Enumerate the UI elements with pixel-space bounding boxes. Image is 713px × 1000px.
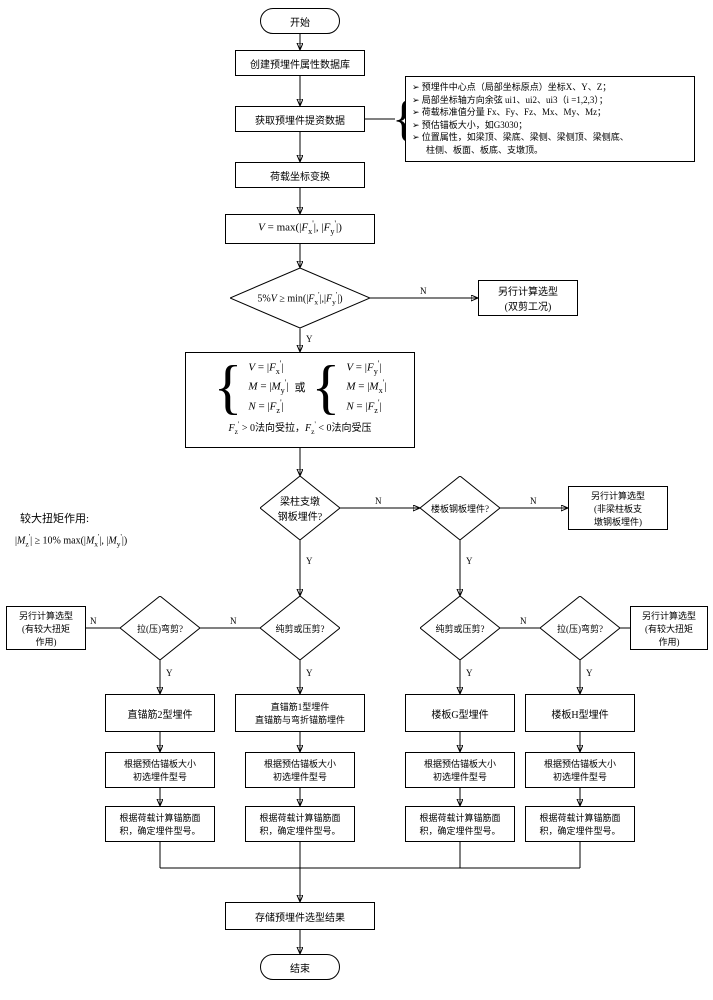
type-1: 直锚筋1型埋件 直锚筋与弯折锚筋埋件 — [235, 694, 365, 732]
decision-d3d: 拉(压)弯剪? — [540, 596, 620, 660]
presel-d: 根据预估锚板大小 初选埋件型号 — [525, 752, 635, 788]
step-create-db: 创建预埋件属性数据库 — [235, 50, 365, 76]
formula-vmax: V = max(|Fx'|, |Fy'|) — [225, 214, 375, 244]
decision-d3c: 纯剪或压剪? — [420, 596, 500, 660]
torque-title: 较大扭矩作用: — [20, 510, 89, 526]
alt-torque-left: 另行计算选型 (有较大扭矩 作用) — [6, 606, 86, 650]
y-d3c: Y — [466, 668, 473, 678]
step-transform: 荷载坐标变换 — [235, 162, 365, 188]
alt-dual-shear: 另行计算选型 (双剪工况) — [478, 280, 578, 316]
decision-beam-col: 梁柱支墩 钢板埋件? — [260, 476, 340, 540]
decision-d3b: 纯剪或压剪? — [260, 596, 340, 660]
y-d3b: Y — [306, 668, 313, 678]
calc-c: 根据荷载计算锚筋面 积，确定埋件型号。 — [405, 806, 515, 842]
end-label: 结束 — [290, 960, 310, 975]
type-g: 楼板G型埋件 — [405, 694, 515, 732]
calc-b: 根据荷载计算锚筋面 积，确定埋件型号。 — [245, 806, 355, 842]
label-n-1: N — [420, 286, 427, 296]
label-n-d2: N — [530, 496, 537, 506]
y-d3a: Y — [166, 668, 173, 678]
alt-non-beam: 另行计算选型 (非梁柱板支 墩钢板埋件) — [568, 486, 668, 530]
label-n-d1: N — [375, 496, 382, 506]
decision-5pct: 5%V ≥ min(|Fx'|,|Fy'|) — [230, 268, 370, 328]
label-y-d1: Y — [306, 556, 313, 566]
type-h: 楼板H型埋件 — [525, 694, 635, 732]
store-result: 存储预埋件选型结果 — [225, 902, 375, 930]
step-get-data: 获取预埋件提资数据 — [235, 106, 365, 132]
presel-a: 根据预估锚板大小 初选埋件型号 — [105, 752, 215, 788]
calc-d: 根据荷载计算锚筋面 积，确定埋件型号。 — [525, 806, 635, 842]
start-terminator: 开始 — [260, 8, 340, 34]
decision-slab: 楼板钢板埋件? — [420, 476, 500, 540]
n-d3c: N — [520, 616, 527, 626]
end-terminator: 结束 — [260, 954, 340, 980]
calc-a: 根据荷载计算锚筋面 积，确定埋件型号。 — [105, 806, 215, 842]
input-data-note: ➢ 预埋件中心点（局部坐标原点）坐标X、Y、Z； ➢ 局部坐标轴方向余弦 ui1… — [405, 76, 695, 162]
type-2: 直锚筋2型埋件 — [105, 694, 215, 732]
presel-b: 根据预估锚板大小 初选埋件型号 — [245, 752, 355, 788]
torque-cond: |Mz'| ≥ 10% max(|Mx'|, |My'|) — [15, 532, 127, 548]
n-d3a: N — [90, 616, 97, 626]
n-d3b: N — [230, 616, 237, 626]
y-d3d: Y — [586, 668, 593, 678]
presel-c: 根据预估锚板大小 初选埋件型号 — [405, 752, 515, 788]
label-y-d2: Y — [466, 556, 473, 566]
start-label: 开始 — [290, 14, 310, 29]
formula-case-assign: { V = |Fx'| M = |My'| N = |Fz'| 或 { V = … — [185, 352, 415, 448]
decision-d3a: 拉(压)弯剪? — [120, 596, 200, 660]
label-y-1: Y — [306, 334, 313, 344]
alt-torque-right: 另行计算选型 (有较大扭矩 作用) — [630, 606, 708, 650]
